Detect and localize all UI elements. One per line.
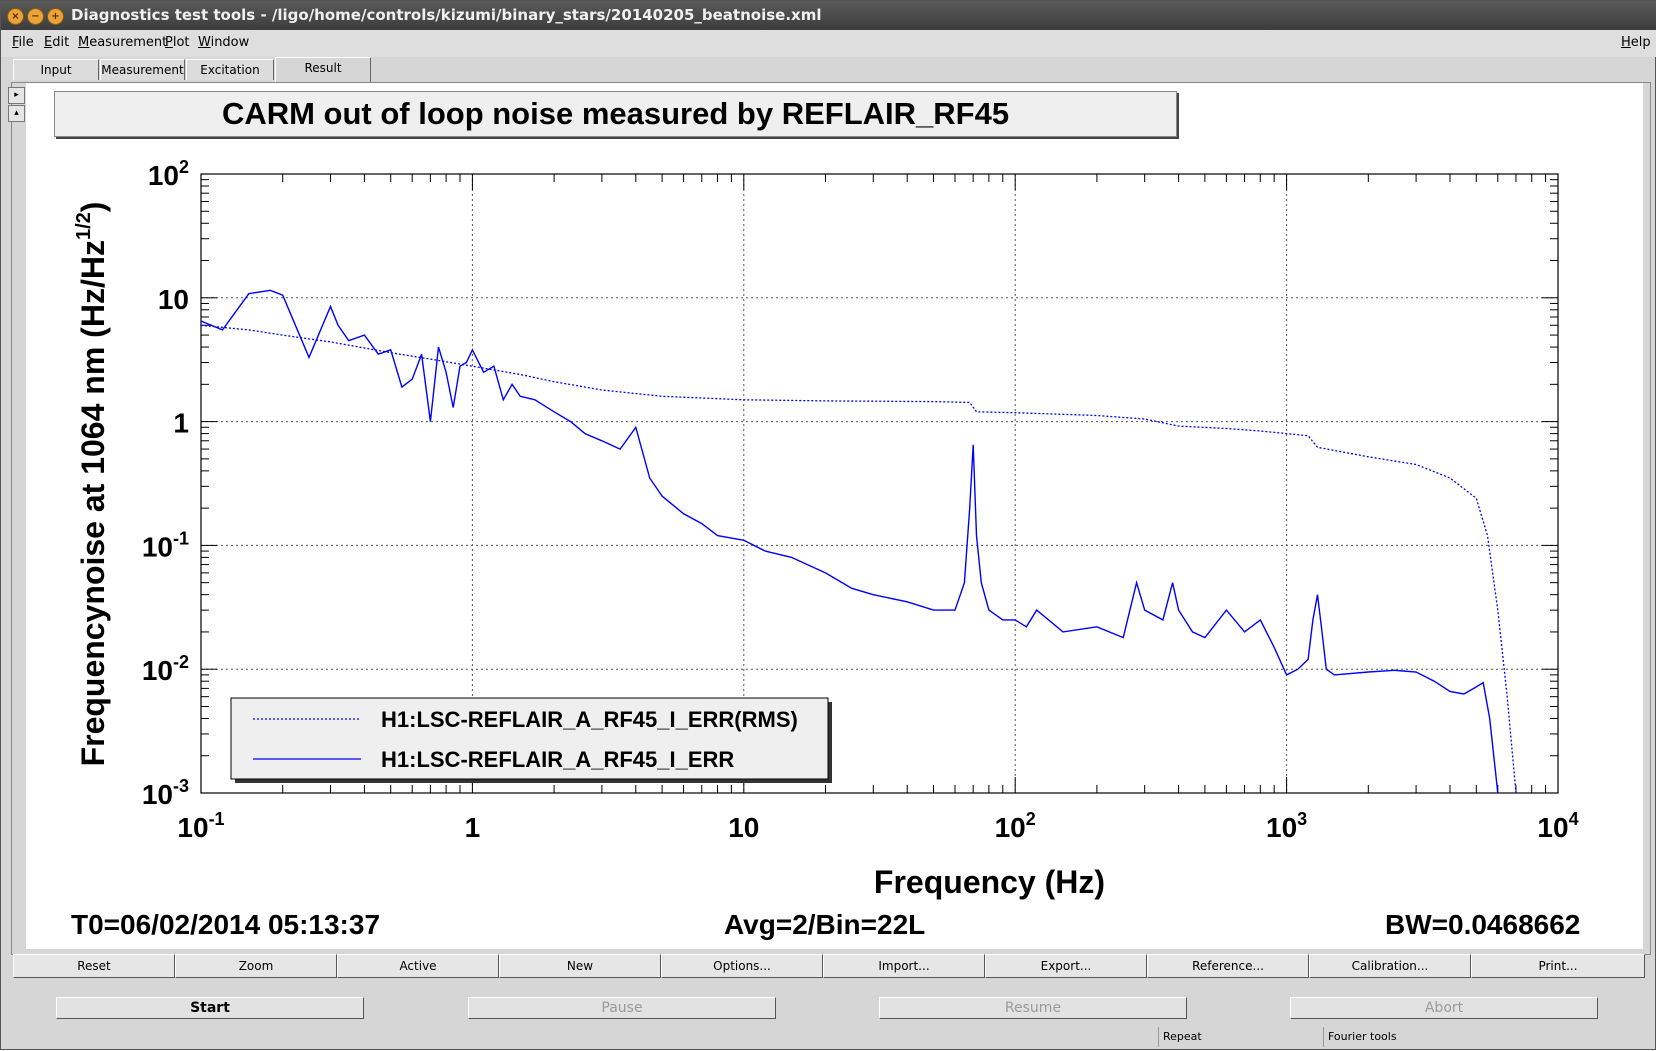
tab-bar: Input Measurement Excitation Result — [1, 57, 1656, 82]
menu-window[interactable]: Window — [198, 35, 250, 50]
t0-label: T0=06/02/2014 05:13:37 — [71, 909, 381, 940]
reset-button[interactable]: Reset — [13, 954, 175, 978]
menu-edit[interactable]: Edit — [44, 35, 70, 50]
active-button[interactable]: Active — [337, 954, 499, 978]
tab-input[interactable]: Input — [13, 59, 99, 80]
reference-button[interactable]: Reference... — [1147, 954, 1309, 978]
new-button[interactable]: New — [499, 954, 661, 978]
options-button[interactable]: Options... — [661, 954, 823, 978]
title-bar: × − + Diagnostics test tools - /ligo/hom… — [1, 1, 1656, 30]
import-button[interactable]: Import... — [823, 954, 985, 978]
tab-result[interactable]: Result — [275, 57, 371, 82]
plot-title: CARM out of loop noise measured by REFLA… — [54, 91, 1177, 137]
window-title: Diagnostics test tools - /ligo/home/cont… — [71, 6, 822, 24]
print-button[interactable]: Print... — [1471, 954, 1645, 978]
menu-plot[interactable]: Plot — [165, 35, 190, 50]
export-button[interactable]: Export... — [985, 954, 1147, 978]
pause-button[interactable]: Pause — [468, 997, 776, 1019]
bandwidth-label: BW=0.0468662 — [1385, 909, 1581, 940]
menu-help[interactable]: Help — [1621, 35, 1651, 50]
zoom-button[interactable]: Zoom — [175, 954, 337, 978]
start-button[interactable]: Start — [56, 997, 364, 1019]
tab-measurement[interactable]: Measurement — [100, 59, 185, 80]
menu-measurement[interactable]: Measurement — [78, 35, 168, 50]
tab-excitation[interactable]: Excitation — [186, 59, 274, 80]
maximize-icon[interactable]: + — [47, 8, 64, 25]
calibration-button[interactable]: Calibration... — [1309, 954, 1471, 978]
minimize-icon[interactable]: − — [27, 8, 44, 25]
avg-bin-label: Avg=2/Bin=22L — [724, 909, 926, 940]
arrow-right-icon[interactable]: ▸ — [8, 87, 25, 104]
arrow-up-icon[interactable]: ▴ — [8, 105, 25, 122]
status-fourier-tools: Fourier tools — [1323, 1027, 1493, 1047]
status-repeat: Repeat — [1158, 1027, 1323, 1047]
close-icon[interactable]: × — [7, 8, 24, 25]
menu-bar: File Edit Measurement Plot Window Help — [1, 30, 1656, 57]
menu-file[interactable]: File — [12, 35, 34, 50]
resume-button[interactable]: Resume — [879, 997, 1187, 1019]
plot-canvas[interactable] — [26, 83, 1643, 949]
abort-button[interactable]: Abort — [1290, 997, 1598, 1019]
plot-button-row: Reset Zoom Active New Options... Import.… — [11, 952, 1651, 979]
